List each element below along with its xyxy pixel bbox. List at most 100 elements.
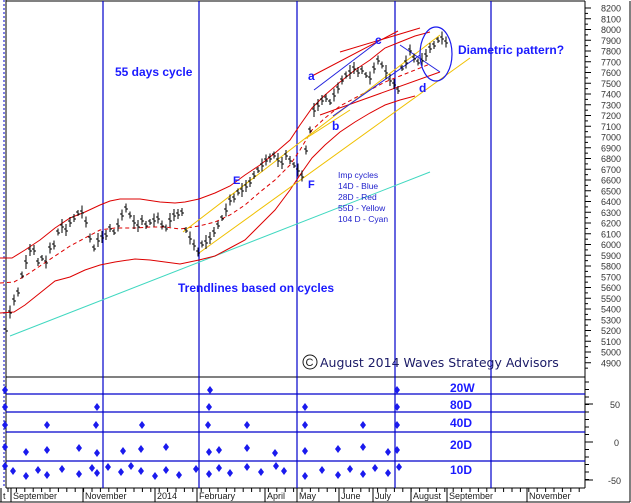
- y-tick-label: 5300: [601, 315, 621, 325]
- cycle-diamond-marker: [2, 386, 8, 394]
- cycle-diamond-marker: [94, 403, 100, 411]
- legend-blue: 14D - Blue: [338, 181, 378, 191]
- legend-red: 28D - Red: [338, 192, 377, 202]
- tick-0: 0: [614, 438, 619, 448]
- cycle-diamond-marker: [205, 421, 211, 429]
- x-month-label: August: [413, 491, 442, 501]
- cycle-diamond-marker: [335, 445, 341, 453]
- cycle-diamond-marker: [138, 467, 144, 475]
- x-month-label: February: [199, 491, 236, 501]
- cycle-diamond-marker: [394, 446, 400, 454]
- cycle-diamond-marker: [258, 468, 264, 476]
- legend-yellow: 55D - Yellow: [338, 203, 386, 213]
- row-label-20w: 20W: [450, 381, 475, 395]
- y-tick-label: 6400: [601, 197, 621, 207]
- row-label-80d: 80D: [450, 398, 472, 412]
- cycle-diamond-marker: [44, 421, 50, 429]
- cycle-diamond-marker: [394, 421, 400, 429]
- cycle-diamond-marker: [138, 445, 144, 453]
- cycle-diamond-marker: [216, 464, 222, 472]
- cycle-diamond-marker: [139, 421, 145, 429]
- cycle-diamond-marker: [216, 446, 222, 454]
- cycle-diamond-marker: [244, 463, 250, 471]
- cycle-diamond-marker: [394, 403, 400, 411]
- cycle-diamond-marker: [163, 443, 169, 451]
- y-tick-label: 5000: [601, 348, 621, 358]
- cycle-diamond-marker: [302, 447, 308, 455]
- cycle-diamond-marker: [206, 470, 212, 478]
- copyright: C August 2014 Waves Strategy Advisors: [302, 354, 559, 370]
- cycle-diamond-marker: [163, 466, 169, 474]
- point-f: F: [308, 179, 315, 191]
- y-tick-label: 6200: [601, 219, 621, 229]
- y-tick-label: 5400: [601, 305, 621, 315]
- x-month-label: November: [529, 491, 571, 501]
- cycle-diamond-marker: [302, 421, 308, 429]
- cycle-diamond-marker: [23, 472, 29, 480]
- cycle-diamond-marker: [2, 403, 8, 411]
- cycle-diamond-marker: [372, 464, 378, 472]
- cycle-diamond-marker: [118, 468, 124, 476]
- x-month-label: April: [267, 491, 285, 501]
- yellow-trendlines: [182, 34, 471, 254]
- cycle-diamond-marker: [273, 462, 279, 470]
- y-tick-label: 5700: [601, 272, 621, 282]
- y-tick-label: 7400: [601, 90, 621, 100]
- cycle-diamond-marker: [385, 469, 391, 477]
- row-label-40d: 40D: [450, 416, 472, 430]
- cycle-diamond-marker: [385, 448, 391, 456]
- y-tick-label: 7800: [601, 47, 621, 57]
- cycle-diamond-marker: [176, 471, 182, 479]
- cycle-diamond-marker: [244, 444, 250, 452]
- cycle-diamond-marker: [35, 466, 41, 474]
- tick-minus-50: -50: [608, 476, 621, 486]
- x-month-label: July: [375, 491, 392, 501]
- cyan-trendline: [9, 171, 431, 337]
- cycle-diamond-marker: [227, 469, 233, 477]
- y-tick-label: 5200: [601, 326, 621, 336]
- cycle-diamond-marker: [206, 448, 212, 456]
- cycle-diamond-marker: [281, 467, 287, 475]
- y-tick-label: 6100: [601, 229, 621, 239]
- y-tick-label: 5800: [601, 262, 621, 272]
- legend-title: Imp cycles: [338, 170, 378, 180]
- copyright-icon: [302, 354, 318, 370]
- svg-text:C: C: [306, 357, 314, 369]
- y-tick-label: 6000: [601, 240, 621, 250]
- pattern-label: Diametric pattern?: [458, 43, 564, 57]
- cycle-diamond-marker: [93, 421, 99, 429]
- y-tick-label: 8100: [601, 14, 621, 24]
- cycle-diamond-marker: [206, 403, 212, 411]
- point-b: b: [332, 119, 339, 133]
- cycle-diamond-marker: [394, 386, 400, 394]
- x-month-label: June: [341, 491, 361, 501]
- cycle-diamond-marker: [59, 465, 65, 473]
- x-axis: t September November 2014 February April May Ju…: [0, 488, 580, 502]
- y-tick-label: 7700: [601, 57, 621, 67]
- y-axis: 8200810080007900780077007600750074007300…: [585, 4, 621, 369]
- y-tick-label: 5600: [601, 283, 621, 293]
- y-tick-label: 5900: [601, 251, 621, 261]
- cycle-label: 55 days cycle: [115, 65, 193, 79]
- y-tick-label: 8200: [601, 4, 621, 14]
- y-tick-label: 6900: [601, 143, 621, 153]
- point-c: c: [375, 33, 382, 47]
- y-tick-label: 6800: [601, 154, 621, 164]
- x-month-label: November: [85, 491, 127, 501]
- row-label-10d: 10D: [450, 463, 472, 477]
- y-tick-label: 6500: [601, 186, 621, 196]
- y-tick-label: 6300: [601, 208, 621, 218]
- cycle-diamond-marker: [2, 443, 8, 451]
- row-label-20d: 20D: [450, 438, 472, 452]
- cycle-diamond-marker: [128, 462, 134, 470]
- cycle-diamond-marker: [89, 464, 95, 472]
- y-tick-label: 7500: [601, 79, 621, 89]
- cycle-diamond-marker: [272, 449, 278, 457]
- cycle-diamond-marker: [10, 467, 16, 475]
- cycle-diamond-marker: [44, 446, 50, 454]
- cycle-diamond-marker: [2, 462, 8, 470]
- cycle-diamond-marker: [360, 421, 366, 429]
- cycle-diamond-marker: [193, 465, 199, 473]
